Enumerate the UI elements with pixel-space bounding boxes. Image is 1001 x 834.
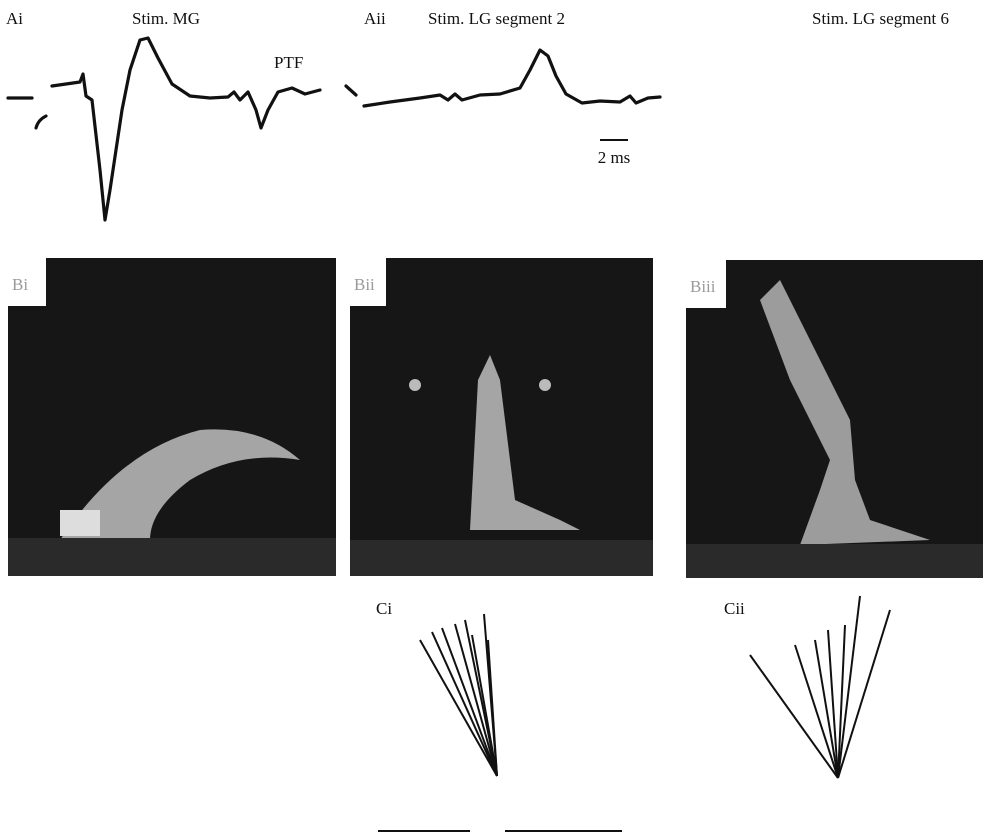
panel-label: Aii (364, 9, 386, 28)
trace-tail (100, 170, 105, 220)
trace (346, 86, 356, 95)
panel-label: Ci (376, 599, 392, 618)
panel-title: Stim. LG segment 2 (428, 9, 565, 28)
panel-label: Biii (690, 277, 716, 296)
trace (36, 116, 46, 128)
stick-figure (378, 614, 622, 831)
photo: Biii (686, 260, 983, 578)
panel-label: Cii (724, 599, 745, 618)
stick-figure (750, 596, 890, 778)
photo: Bi (8, 258, 336, 576)
trace (364, 50, 660, 106)
annotation: PTF (274, 53, 303, 72)
panel-label: Bii (354, 275, 375, 294)
photo: Bii (350, 258, 653, 576)
figure: Ai Stim. MG PTF Aii Stim. LG segment 2 S… (0, 0, 1001, 834)
panel-label: Ai (6, 9, 23, 28)
scale-label: 2 ms (598, 148, 631, 167)
panel-label: Bi (12, 275, 28, 294)
panel-title: Stim. LG segment 6 (812, 9, 949, 28)
panel-title: Stim. MG (132, 9, 200, 28)
